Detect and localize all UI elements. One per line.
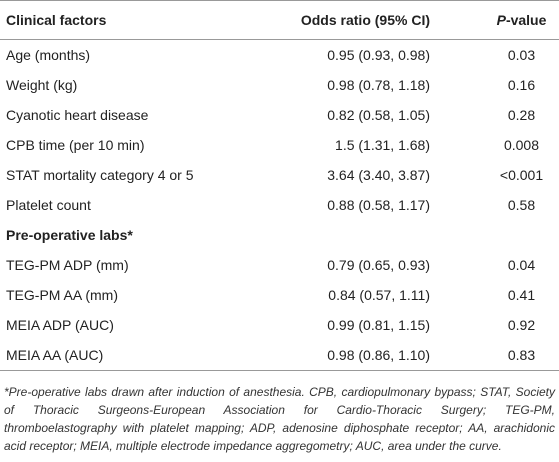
table-cell: 0.88 (0.58, 1.17) [327,197,430,213]
table-cell: 0.58 [507,197,536,213]
table-cell: 3.64 (3.40, 3.87) [327,167,430,183]
table-row: Platelet count 0.88 (0.58, 1.17) 0.58 [0,190,559,220]
table-row: TEG-PM AA (mm) 0.84 (0.57, 1.11) 0.41 [0,280,559,310]
footnote: *Pre-operative labs drawn after inductio… [4,385,555,453]
table-cell: <0.001 [499,167,544,183]
header-cell: Odds ratio (95% CI) [300,12,430,28]
table-cell: 0.98 (0.86, 1.10) [327,347,430,363]
table-row: STAT mortality category 4 or 5 3.64 (3.40… [0,160,559,190]
table-body: Age (months) 0.95 (0.93, 0.98) 0.03 Weight … [0,40,559,371]
table-cell: 0.79 (0.65, 0.93) [327,257,430,273]
table-row: MEIA AA (AUC) 0.98 (0.86, 1.10) 0.83 [0,340,559,371]
table-header: Clinical factors Odds ratio (95% CI) P-v… [0,0,559,40]
table-cell: TEG-PM AA (mm) [6,287,118,303]
table-cell: 0.03 [507,47,536,63]
table-cell: 0.84 (0.57, 1.11) [328,287,430,303]
table-cell: 0.82 (0.58, 1.05) [327,107,430,123]
table-cell: CPB time (per 10 min) [6,137,145,153]
table-cell: MEIA AA (AUC) [6,347,104,363]
table-cell: 0.99 (0.81, 1.15) [327,317,430,333]
table-cell: TEG-PM ADP (mm) [6,257,129,273]
table-cell: 0.008 [503,137,540,153]
table-row: Weight (kg) 0.98 (0.78, 1.18) 0.16 [0,70,559,100]
table-cell: 0.95 (0.93, 0.98) [327,47,430,63]
section-cell: Pre-operative labs* [6,227,133,243]
table-row: CPB time (per 10 min) 1.5 (1.31, 1.68) 0.0… [0,130,559,160]
table-cell: 0.04 [507,257,536,273]
table-cell: 0.98 (0.78, 1.18) [327,77,430,93]
table-row: TEG-PM ADP (mm) 0.79 (0.65, 0.93) 0.04 [0,250,559,280]
table-cell: Weight (kg) [6,77,78,93]
table-cell: STAT mortality category 4 or 5 [6,167,194,183]
table-row: Pre-operative labs* [0,220,559,250]
table-cell: Age (months) [6,47,91,63]
table-row: Cyanotic heart disease 0.82 (0.58, 1.05) 0… [0,100,559,130]
table-cell: 1.5 (1.31, 1.68) [335,137,430,153]
table-cell: Platelet count [6,197,91,213]
table-cell: Cyanotic heart disease [6,107,149,123]
table-cell: 0.16 [507,77,536,93]
data-table: Clinical factors Odds ratio (95% CI) P-v… [0,0,559,371]
header-row: Clinical factors Odds ratio (95% CI) P-v… [0,0,559,40]
table-row: MEIA ADP (AUC) 0.99 (0.81, 1.15) 0.92 [0,310,559,340]
table-cell: 0.92 [507,317,536,333]
table-cell: 0.28 [507,107,536,123]
header-cell: Clinical factors [6,12,107,28]
table-cell: MEIA ADP (AUC) [6,317,114,333]
table-cell: 0.41 [507,287,536,303]
header-cell: P-value [496,12,547,28]
table-row: Age (months) 0.95 (0.93, 0.98) 0.03 [0,40,559,71]
table-cell: 0.83 [507,347,536,363]
